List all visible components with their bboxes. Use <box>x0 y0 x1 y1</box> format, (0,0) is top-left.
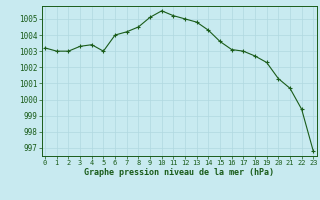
X-axis label: Graphe pression niveau de la mer (hPa): Graphe pression niveau de la mer (hPa) <box>84 168 274 177</box>
